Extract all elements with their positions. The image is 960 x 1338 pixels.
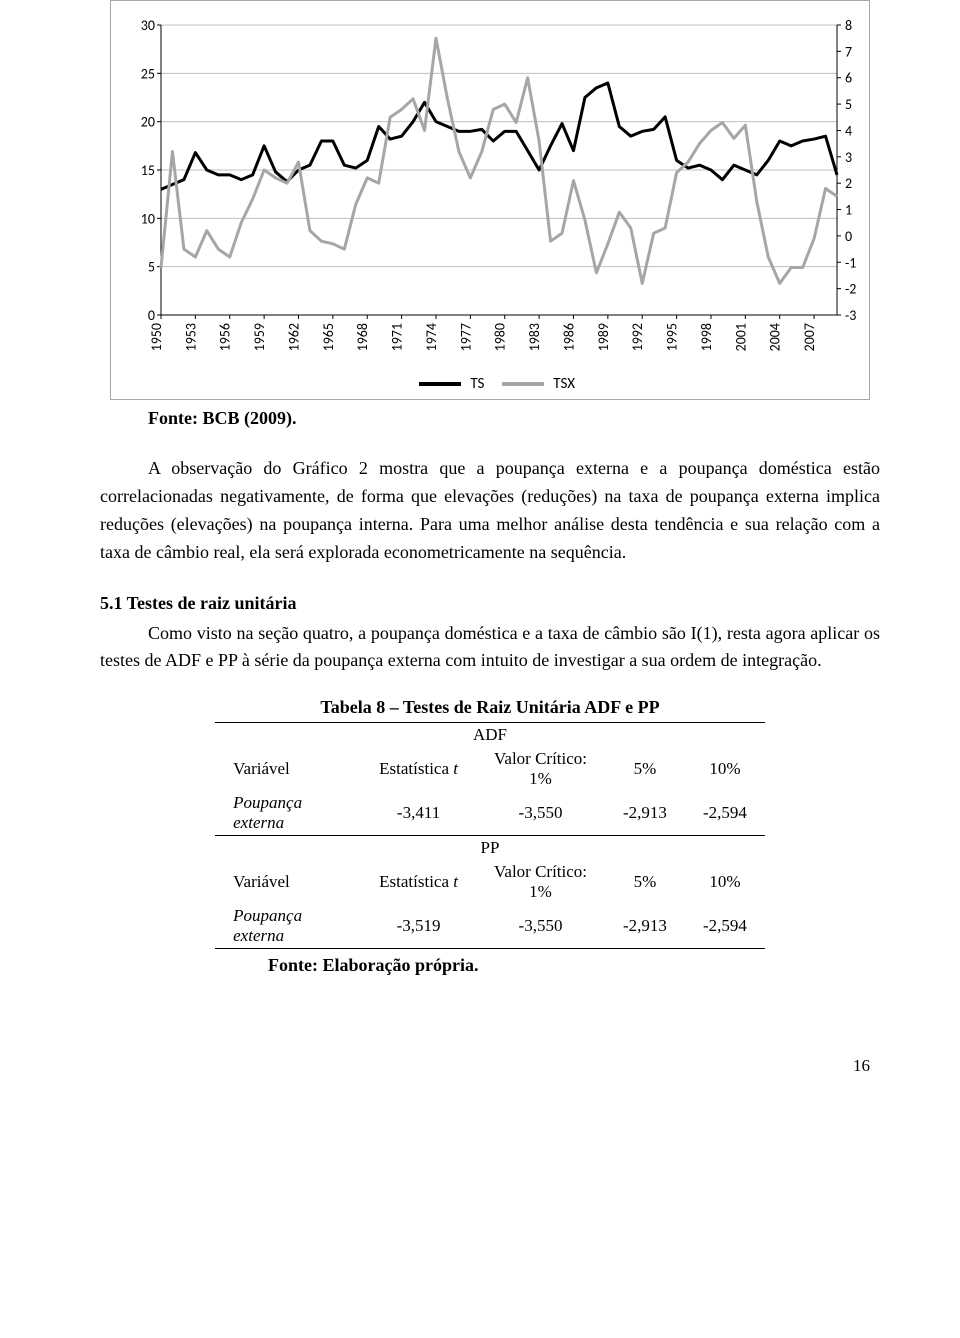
svg-text:1995: 1995 [664, 323, 681, 351]
page-number: 16 [0, 1006, 960, 1096]
legend-label-ts: TS [470, 375, 484, 393]
legend-label-tsx: TSX [553, 375, 575, 393]
svg-text:1956: 1956 [217, 323, 234, 351]
chart-svg: 0 5 10 15 20 25 30 -3 -2 -1 0 1 2 3 4 5 6 7 8 1950 1953 1956 1… [117, 7, 877, 377]
td-pp-c1: -3,550 [476, 904, 605, 949]
td-pp-c10: -2,594 [685, 904, 765, 949]
td-pp-c5: -2,913 [605, 904, 685, 949]
table-source: Fonte: Elaboração própria. [268, 955, 880, 976]
svg-text:15: 15 [141, 162, 155, 179]
th-variable: Variável [215, 747, 361, 791]
svg-text:30: 30 [141, 17, 155, 34]
svg-text:1977: 1977 [457, 323, 474, 351]
svg-text:7: 7 [845, 43, 852, 60]
svg-text:1983: 1983 [526, 323, 543, 351]
svg-text:3: 3 [845, 149, 852, 166]
svg-text:1989: 1989 [595, 323, 612, 351]
chart-legend: TS TSX [117, 375, 863, 393]
svg-text:8: 8 [845, 17, 852, 34]
th-10pct-2: 10% [685, 860, 765, 904]
table-title: Tabela 8 – Testes de Raiz Unitária ADF e… [100, 697, 880, 718]
svg-text:1971: 1971 [389, 323, 406, 351]
svg-text:0: 0 [148, 307, 155, 324]
td-pp-stat: -3,519 [361, 904, 476, 949]
svg-text:1974: 1974 [423, 323, 440, 351]
th-5pct-2: 5% [605, 860, 685, 904]
svg-text:4: 4 [845, 122, 852, 139]
td-adf-c10: -2,594 [685, 791, 765, 836]
svg-text:-1: -1 [845, 254, 856, 271]
svg-text:1: 1 [845, 202, 852, 219]
svg-text:2: 2 [845, 175, 852, 192]
th-5pct: 5% [605, 747, 685, 791]
svg-text:1986: 1986 [560, 323, 577, 351]
svg-text:1950: 1950 [148, 323, 165, 351]
paragraph-1: A observação do Gráfico 2 mostra que a p… [100, 455, 880, 567]
paragraph-2: Como visto na seção quatro, a poupança d… [100, 620, 880, 676]
section-heading-5-1: 5.1 Testes de raiz unitária [100, 593, 880, 614]
svg-text:1998: 1998 [698, 323, 715, 351]
chart-source-caption: Fonte: BCB (2009). [100, 408, 880, 429]
svg-text:1980: 1980 [492, 323, 509, 351]
svg-text:2004: 2004 [767, 323, 784, 351]
legend-swatch-ts [419, 382, 461, 386]
th-variable-2: Variável [215, 860, 361, 904]
svg-text:10: 10 [141, 210, 155, 227]
th-stat: Estatística t [361, 747, 476, 791]
svg-text:1992: 1992 [629, 323, 646, 351]
th-10pct: 10% [685, 747, 765, 791]
th-crit-2: Valor Crítico:1% [476, 860, 605, 904]
table-panel-pp: PP [215, 836, 765, 861]
table-adf-pp: ADF Variável Estatística t Valor Crítico… [215, 722, 765, 949]
td-var-adf: Poupançaexterna [215, 791, 361, 836]
svg-text:2007: 2007 [801, 323, 818, 351]
svg-text:5: 5 [845, 96, 852, 113]
svg-text:20: 20 [141, 114, 155, 131]
svg-text:-2: -2 [845, 281, 856, 298]
svg-text:1968: 1968 [354, 323, 371, 351]
svg-text:0: 0 [845, 228, 852, 245]
svg-text:25: 25 [141, 65, 155, 82]
svg-text:2001: 2001 [732, 323, 749, 351]
th-crit: Valor Crítico:1% [476, 747, 605, 791]
svg-text:1959: 1959 [251, 323, 268, 351]
th-stat-2: Estatística t [361, 860, 476, 904]
svg-text:1965: 1965 [320, 323, 337, 351]
table-panel-adf: ADF [215, 723, 765, 748]
td-adf-stat: -3,411 [361, 791, 476, 836]
svg-text:6: 6 [845, 70, 852, 87]
td-adf-c1: -3,550 [476, 791, 605, 836]
chart-ts-tsx: 0 5 10 15 20 25 30 -3 -2 -1 0 1 2 3 4 5 6 7 8 1950 1953 1956 1… [110, 0, 870, 400]
td-adf-c5: -2,913 [605, 791, 685, 836]
svg-text:-3: -3 [845, 307, 856, 324]
svg-text:1962: 1962 [285, 323, 302, 351]
legend-swatch-tsx [502, 382, 544, 386]
td-var-pp: Poupançaexterna [215, 904, 361, 949]
svg-text:5: 5 [148, 259, 155, 276]
svg-text:1953: 1953 [182, 323, 199, 351]
